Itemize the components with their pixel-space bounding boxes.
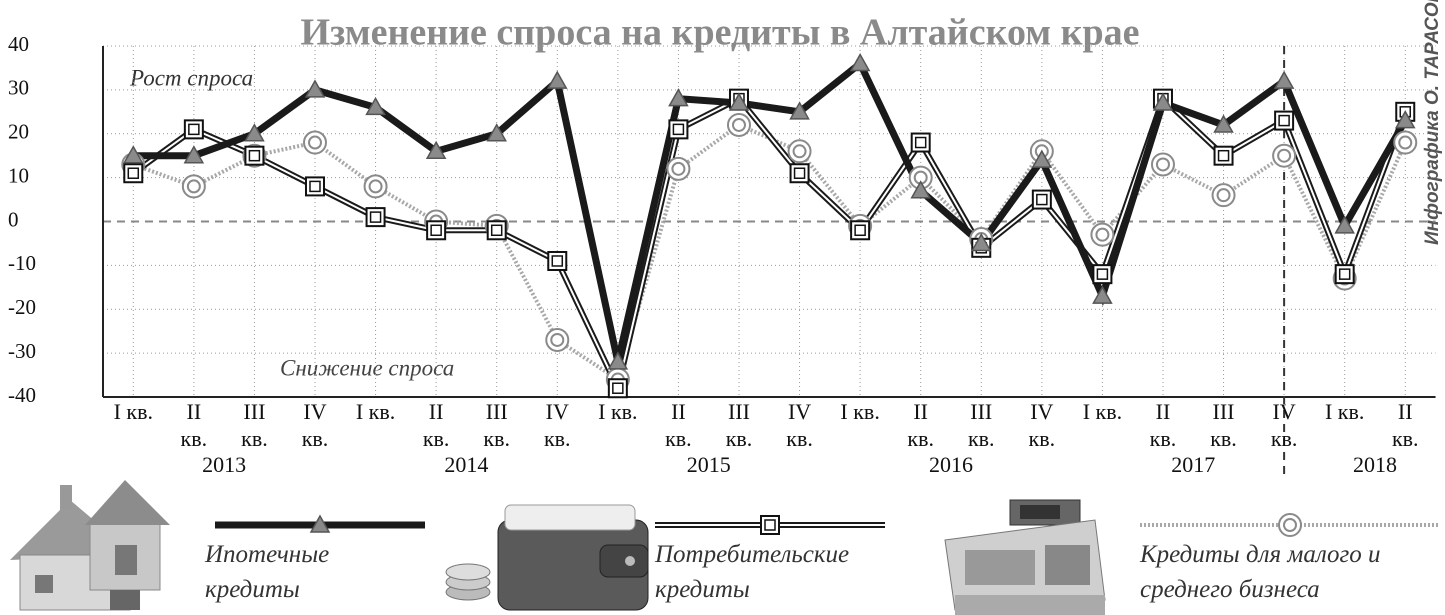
x-tick-label: III кв. [234, 398, 274, 452]
x-tick-label: II кв. [658, 398, 698, 452]
credit: Инфографика О. ТАРАСОВОЙ. [1421, 0, 1443, 245]
year-label: 2016 [911, 452, 991, 478]
point [761, 516, 779, 534]
x-tick-label: IV кв. [295, 398, 335, 452]
markers [124, 55, 1414, 369]
point [306, 177, 324, 195]
annotation: Рост спроса [129, 65, 253, 90]
y-tick-label: -40 [8, 383, 36, 407]
line [133, 64, 1405, 362]
point [1213, 184, 1235, 206]
x-tick-label: I кв. [1082, 398, 1122, 425]
year-label: 2013 [184, 452, 264, 478]
chart-title: Изменение спроса на кредиты в Алтайском … [300, 12, 1139, 54]
y-tick-label: 30 [8, 76, 29, 100]
point [1033, 191, 1051, 209]
x-tick-label: II кв. [1143, 398, 1183, 452]
x-tick-label: III кв. [1204, 398, 1244, 452]
point [851, 221, 869, 239]
legend-item [1140, 514, 1440, 536]
point [791, 164, 809, 182]
legend-label: Ипотечные кредиты [205, 537, 355, 607]
point [546, 329, 568, 351]
point [728, 114, 750, 136]
point [304, 132, 326, 154]
x-tick-label: IV кв. [1264, 398, 1304, 452]
point [367, 208, 385, 226]
point [667, 158, 689, 180]
wallet-icon [446, 505, 648, 610]
legend-item [655, 516, 885, 534]
x-tick-label: I кв. [598, 398, 638, 425]
y-tick-label: -20 [8, 295, 36, 319]
point [1215, 147, 1233, 165]
point [1279, 514, 1301, 536]
legend-label: Кредиты для малого и среднего бизнеса [1140, 537, 1420, 607]
x-tick-label: IV кв. [1022, 398, 1062, 452]
year-label: 2015 [669, 452, 749, 478]
legend-item [215, 516, 425, 532]
point [124, 164, 142, 182]
x-tick-label: II кв. [1385, 398, 1425, 452]
point [1394, 132, 1416, 154]
x-tick-label: IV кв. [537, 398, 577, 452]
y-tick-label: 10 [8, 163, 29, 187]
x-tick-label: III кв. [477, 398, 517, 452]
series [133, 64, 1405, 362]
x-tick-label: II кв. [416, 398, 456, 452]
point [609, 379, 627, 397]
point [1152, 153, 1174, 175]
x-tick-label: I кв. [356, 398, 396, 425]
point [183, 175, 205, 197]
chart-svg: Изменение спроса на кредиты в Алтайском … [0, 0, 1445, 615]
legend-label: Потребительские кредиты [655, 537, 915, 607]
x-tick-label: II кв. [901, 398, 941, 452]
x-tick-label: I кв. [1325, 398, 1365, 425]
year-label: 2014 [426, 452, 506, 478]
point [548, 72, 566, 88]
x-tick-label: III кв. [961, 398, 1001, 452]
point [185, 120, 203, 138]
point [851, 55, 869, 71]
point [1275, 72, 1293, 88]
y-tick-label: -10 [8, 251, 36, 275]
house-icon [10, 480, 170, 610]
point [1273, 145, 1295, 167]
x-tick-label: I кв. [840, 398, 880, 425]
point [1093, 265, 1111, 283]
year-label: 2018 [1335, 452, 1415, 478]
chart: Изменение спроса на кредиты в Алтайском … [0, 0, 1445, 615]
point [669, 120, 687, 138]
x-tick-label: II кв. [174, 398, 214, 452]
y-tick-label: 20 [8, 120, 29, 144]
point [912, 134, 930, 152]
point [548, 252, 566, 270]
point [789, 140, 811, 162]
point [488, 221, 506, 239]
x-tick-label: IV кв. [780, 398, 820, 452]
y-tick-label: 40 [8, 32, 29, 56]
year-label: 2017 [1153, 452, 1233, 478]
point [1091, 224, 1113, 246]
x-tick-label: III кв. [719, 398, 759, 452]
point [245, 147, 263, 165]
annotation: Снижение спроса [280, 355, 454, 380]
point [427, 221, 445, 239]
x-tick-label: I кв. [113, 398, 153, 425]
point [1275, 112, 1293, 130]
register-icon [945, 500, 1105, 615]
point [365, 175, 387, 197]
y-tick-label: -30 [8, 339, 36, 363]
y-tick-label: 0 [8, 207, 19, 231]
point [1336, 265, 1354, 283]
